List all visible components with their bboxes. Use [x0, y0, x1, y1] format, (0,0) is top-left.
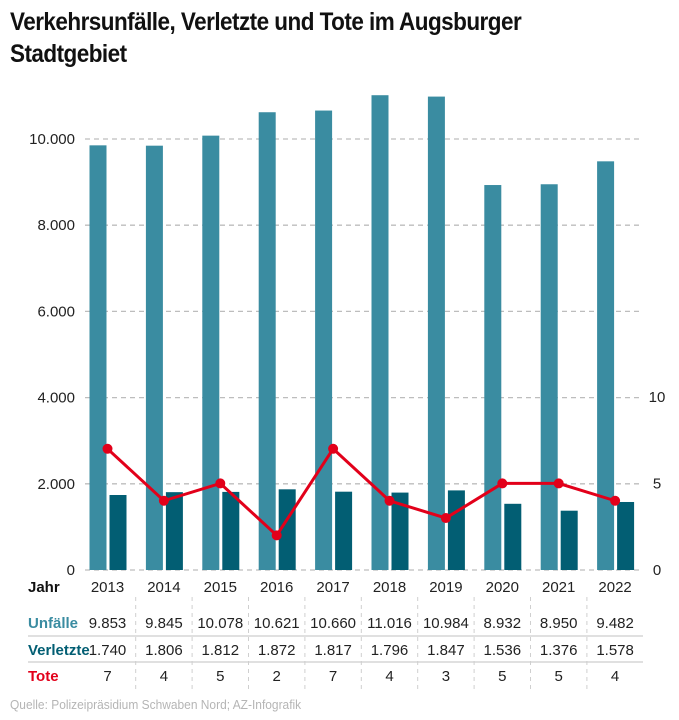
year-label: 2022 [598, 579, 631, 596]
table-row-label: Unfälle [28, 615, 78, 632]
table-cell: 10.984 [423, 615, 469, 632]
bar-verletzte [109, 495, 127, 570]
year-label: 2018 [373, 579, 406, 596]
point-tote [553, 478, 564, 489]
table-cell: 9.853 [89, 615, 127, 632]
table-row-label: Jahr [28, 579, 60, 596]
bar-unfaelle [597, 161, 615, 570]
table-cell: 1.872 [258, 642, 296, 659]
line-tote [106, 446, 616, 538]
year-label: 2013 [91, 579, 124, 596]
table-cell: 8.950 [540, 615, 578, 632]
point-tote [102, 443, 113, 454]
table-cell: 5 [498, 668, 506, 685]
year-label: 2019 [429, 579, 462, 596]
table-cell: 4 [160, 668, 168, 685]
table-cell: 9.845 [145, 615, 183, 632]
table-cell: 4 [385, 668, 393, 685]
bar-unfaelle [258, 112, 276, 571]
table-cell: 9.482 [596, 615, 634, 632]
source-note: Quelle: Polizeipräsidium Schwaben Nord; … [10, 697, 302, 712]
table-cell: 11.016 [367, 615, 412, 632]
table-cell: 4 [611, 668, 619, 685]
left-tick-label: 6.000 [37, 303, 75, 320]
table-cell: 5 [216, 668, 224, 685]
bar-verletzte [504, 503, 522, 570]
left-tick-label: 4.000 [37, 390, 75, 407]
table-cell: 1.847 [427, 642, 465, 659]
point-tote [497, 478, 508, 489]
bar-unfaelle [540, 184, 558, 570]
table-cell: 1.817 [314, 642, 352, 659]
table-row-label: Tote [28, 668, 59, 685]
year-label: 2020 [486, 579, 519, 596]
left-tick-label: 10.000 [29, 131, 75, 148]
table-cell: 7 [329, 668, 337, 685]
bar-verletzte [617, 501, 635, 570]
table-cell: 7 [103, 668, 111, 685]
table-cell: 2 [273, 668, 281, 685]
table-cell: 1.536 [484, 642, 522, 659]
year-label: 2021 [542, 579, 575, 596]
point-tote [328, 443, 339, 454]
table-cell: 10.660 [310, 615, 356, 632]
right-tick-label: 0 [653, 562, 661, 579]
bar-verletzte [278, 489, 296, 570]
table-cell: 1.806 [145, 642, 183, 659]
table-cell: 10.621 [254, 615, 300, 632]
bar-unfaelle [484, 185, 502, 570]
table-cell: 10.078 [197, 615, 243, 632]
year-label: 2017 [316, 579, 349, 596]
bar-verletzte [222, 491, 240, 570]
bar-verletzte [165, 492, 183, 570]
left-tick-label: 2.000 [37, 476, 75, 493]
table-cell: 1.796 [371, 642, 409, 659]
point-tote [271, 530, 282, 541]
bar-unfaelle [315, 110, 333, 570]
bar-verletzte [447, 490, 465, 570]
table-cell: 3 [442, 668, 450, 685]
bar-unfaelle [371, 95, 389, 571]
bar-unfaelle [145, 145, 163, 571]
point-tote [440, 513, 451, 524]
left-tick-label: 0 [67, 562, 75, 579]
point-tote [610, 495, 621, 506]
left-tick-label: 8.000 [37, 217, 75, 234]
table-cell: 1.376 [540, 642, 578, 659]
table-cell: 1.812 [202, 642, 240, 659]
point-tote [215, 478, 226, 489]
table-cell: 8.932 [484, 615, 522, 632]
year-label: 2016 [260, 579, 293, 596]
year-label: 2014 [147, 579, 180, 596]
table-cell: 1.740 [89, 642, 127, 659]
bar-verletzte [560, 510, 578, 570]
chart-title: Verkehrsunfälle, Verletzte und Tote im A… [10, 8, 522, 68]
point-tote [158, 495, 169, 506]
right-tick-label: 10 [649, 389, 666, 406]
year-label: 2015 [204, 579, 237, 596]
table-row-label: Verletzte [28, 642, 90, 659]
right-tick-label: 5 [653, 475, 661, 492]
bar-verletzte [335, 491, 353, 570]
point-tote [384, 495, 395, 506]
table-cell: 5 [555, 668, 563, 685]
bar-unfaelle [427, 96, 445, 570]
table-cell: 1.578 [596, 642, 634, 659]
bar-verletzte [391, 492, 409, 570]
bar-unfaelle [202, 135, 220, 571]
bar-unfaelle [89, 145, 107, 570]
